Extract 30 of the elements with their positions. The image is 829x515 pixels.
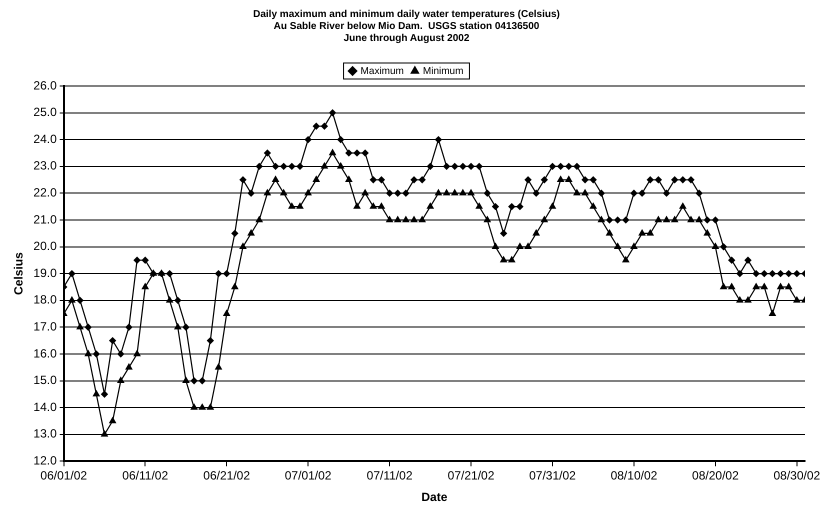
x-tick-label: 07/01/02 bbox=[284, 468, 332, 483]
x-tick-label: 06/01/02 bbox=[40, 468, 88, 483]
y-tick-label: 14.0 bbox=[33, 400, 58, 414]
y-tick-label: 20.0 bbox=[33, 239, 58, 254]
legend-label: Maximum bbox=[360, 66, 404, 77]
y-tick-label: 25.0 bbox=[33, 105, 58, 120]
x-tick-label: 08/20/02 bbox=[692, 468, 740, 483]
x-tick-label: 07/31/02 bbox=[529, 468, 576, 483]
y-tick-label: 19.0 bbox=[33, 266, 58, 280]
y-tick-label: 21.0 bbox=[33, 212, 58, 226]
y-axis-title: Celsius bbox=[12, 252, 26, 295]
x-tick-label: 06/21/02 bbox=[203, 468, 250, 483]
y-tick-label: 26.0 bbox=[33, 78, 58, 92]
y-tick-label: 12.0 bbox=[33, 454, 58, 468]
y-tick-label: 16.0 bbox=[33, 346, 58, 360]
y-tick-label: 18.0 bbox=[33, 292, 58, 307]
x-tick-label: 08/30/02 bbox=[773, 468, 821, 483]
chart-title: Daily maximum and minimum daily water temperatures (Celsius) Au Sable River below Mio Dam. USGS station 04136500 June through August 2002 bbox=[253, 8, 560, 44]
x-tick-label: 07/21/02 bbox=[448, 468, 495, 483]
x-tick-label: 06/11/02 bbox=[122, 468, 168, 483]
x-axis-title: Date bbox=[421, 490, 448, 504]
y-tick-label: 13.0 bbox=[33, 426, 58, 441]
y-tick-label: 15.0 bbox=[33, 373, 58, 388]
x-tick-label: 08/10/02 bbox=[610, 468, 658, 483]
legend-label: Minimum bbox=[422, 66, 464, 77]
y-tick-label: 22.0 bbox=[33, 186, 58, 200]
y-tick-label: 24.0 bbox=[33, 132, 58, 146]
x-tick-label: 07/11/02 bbox=[366, 468, 413, 483]
y-tick-label: 17.0 bbox=[33, 320, 58, 334]
y-tick-label: 23.0 bbox=[33, 158, 58, 173]
